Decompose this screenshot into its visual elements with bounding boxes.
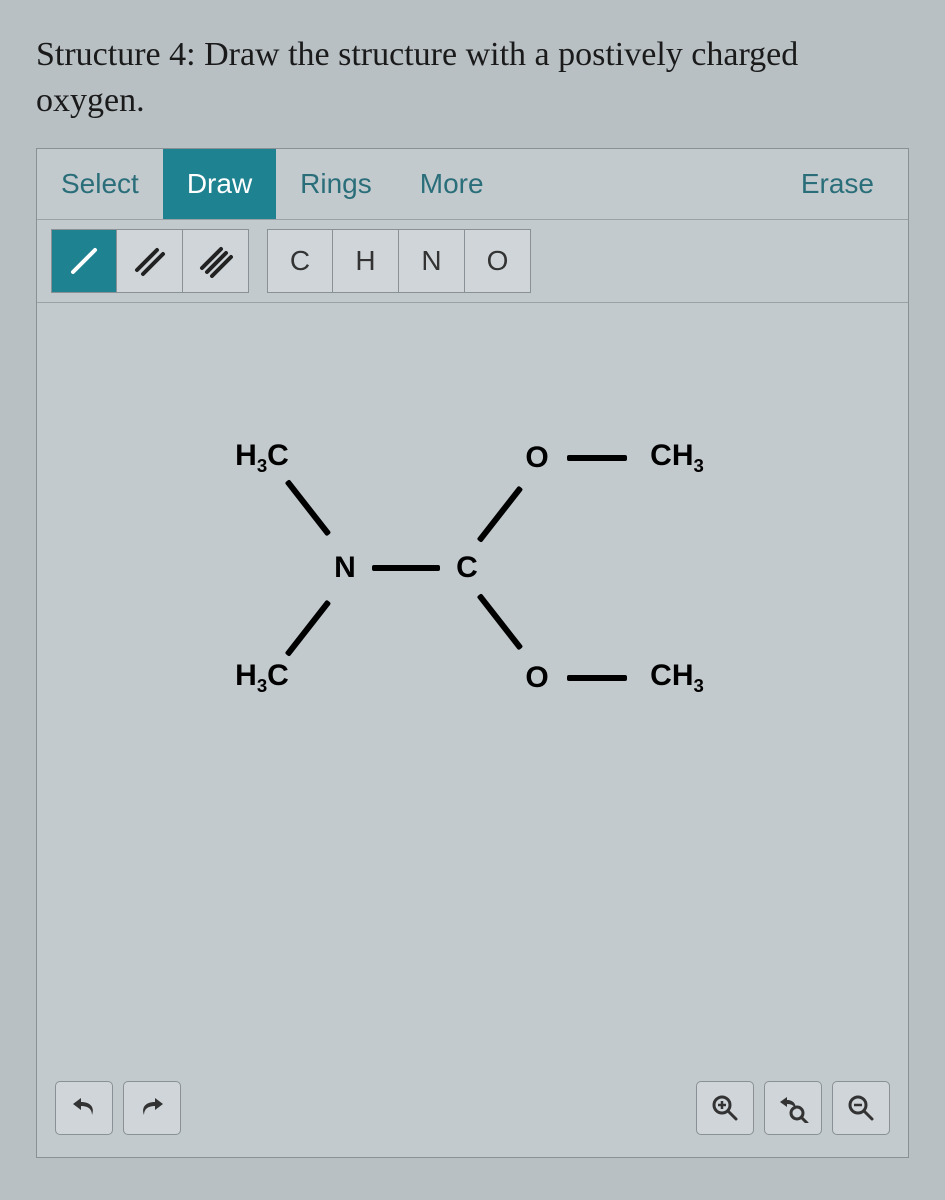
bond[interactable] <box>285 599 332 656</box>
undo-button[interactable] <box>55 1081 113 1135</box>
single-bond-tool[interactable] <box>51 229 117 293</box>
redo-icon <box>137 1095 167 1121</box>
tab-rings[interactable]: Rings <box>276 149 396 219</box>
element-o-tool[interactable]: O <box>465 229 531 293</box>
zoom-in-button[interactable] <box>696 1081 754 1135</box>
atom-o_top[interactable]: O <box>525 441 548 475</box>
triple-bond-icon <box>199 244 233 278</box>
tool-row: C H N O <box>37 219 908 303</box>
zoom-reset-icon <box>777 1093 809 1123</box>
tab-draw[interactable]: Draw <box>163 149 276 219</box>
element-tool-group: C H N O <box>267 229 531 293</box>
bond[interactable] <box>285 479 332 536</box>
double-bond-icon <box>133 244 167 278</box>
zoom-in-icon <box>710 1093 740 1123</box>
atom-h3c_top[interactable]: H3C <box>235 439 289 477</box>
tab-select[interactable]: Select <box>37 149 163 219</box>
single-bond-icon <box>67 244 101 278</box>
element-c-tool[interactable]: C <box>267 229 333 293</box>
triple-bond-tool[interactable] <box>183 229 249 293</box>
bond-tool-group <box>51 229 249 293</box>
bond[interactable] <box>477 485 524 542</box>
bottom-toolbar <box>37 1067 908 1157</box>
double-bond-tool[interactable] <box>117 229 183 293</box>
zoom-reset-button[interactable] <box>764 1081 822 1135</box>
atom-n[interactable]: N <box>334 551 356 585</box>
tab-more[interactable]: More <box>396 149 508 219</box>
drawing-canvas[interactable]: H3C H3C N C O O CH3 CH3 <box>37 303 908 1067</box>
bond[interactable] <box>567 455 627 461</box>
element-h-tool[interactable]: H <box>333 229 399 293</box>
question-prompt: Structure 4: Draw the structure with a p… <box>36 32 909 124</box>
atom-ch3_top[interactable]: CH3 <box>650 439 704 477</box>
drawing-panel: Select Draw Rings More Erase <box>36 148 909 1158</box>
zoom-out-button[interactable] <box>832 1081 890 1135</box>
element-n-tool[interactable]: N <box>399 229 465 293</box>
undo-icon <box>69 1095 99 1121</box>
mode-tabs: Select Draw Rings More Erase <box>37 149 908 219</box>
tab-erase[interactable]: Erase <box>777 149 908 219</box>
zoom-out-icon <box>846 1093 876 1123</box>
redo-button[interactable] <box>123 1081 181 1135</box>
bond[interactable] <box>567 675 627 681</box>
atom-h3c_bot[interactable]: H3C <box>235 659 289 697</box>
atom-o_bot[interactable]: O <box>525 661 548 695</box>
atom-c_center[interactable]: C <box>456 551 478 585</box>
bond[interactable] <box>372 565 440 571</box>
atom-ch3_bot[interactable]: CH3 <box>650 659 704 697</box>
bond[interactable] <box>477 593 524 650</box>
